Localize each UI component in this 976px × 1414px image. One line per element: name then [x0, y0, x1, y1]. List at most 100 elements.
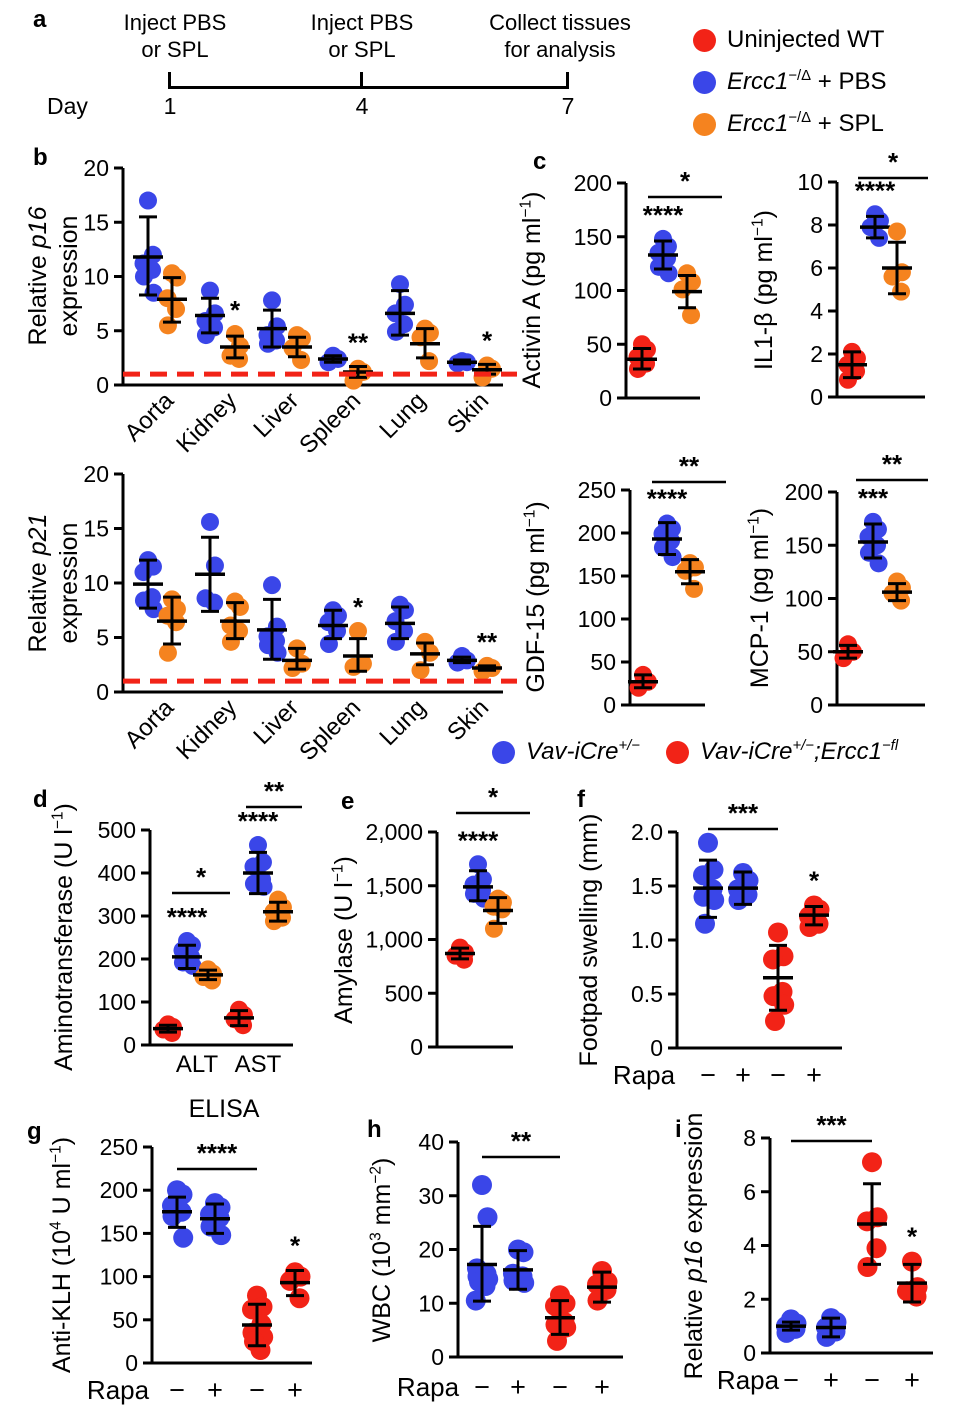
x-group-symbol: + — [735, 1060, 751, 1090]
x-category-label: Aorta — [120, 694, 180, 754]
x-category-label: Liver — [248, 694, 304, 750]
x-group-symbol: − — [474, 1372, 490, 1402]
y-axis-label: WBC (103 mm−2) — [368, 1158, 397, 1343]
data-point-red — [838, 370, 857, 389]
data-point-blue — [139, 191, 157, 210]
x-row-label: Rapa — [613, 1060, 676, 1090]
x-group-symbol: − — [249, 1375, 265, 1405]
data-point-red — [289, 1288, 310, 1309]
x-category-label: ALT — [176, 1051, 219, 1078]
x-group-symbol: − — [783, 1365, 799, 1395]
data-point-orange — [344, 657, 363, 676]
data-point-orange — [892, 282, 911, 301]
data-point-red — [862, 1152, 882, 1173]
data-point-orange — [682, 306, 701, 325]
legend-label: Uninjected WT — [727, 26, 885, 53]
y-tick-label: 100 — [574, 278, 612, 304]
y-tick-label: 1.0 — [631, 927, 663, 953]
x-category-label: Liver — [248, 387, 304, 443]
significance-stars: * — [230, 295, 241, 325]
legend-item-vav-icre: Vav-iCre+/− — [492, 738, 640, 766]
y-tick-label: 250 — [578, 477, 616, 503]
y-tick-label: 0 — [743, 1340, 756, 1366]
y-tick-label: 50 — [797, 639, 823, 665]
significance-stars: * — [809, 865, 820, 895]
x-group-symbol: − — [770, 1060, 786, 1090]
blue-dot-icon — [693, 70, 716, 94]
panel-label-h: h — [367, 1116, 382, 1143]
y-tick-label: 2,000 — [365, 819, 423, 845]
x-category-label: Aorta — [120, 387, 180, 447]
data-point-blue — [201, 512, 219, 531]
timeline-line — [168, 86, 569, 89]
y-axis-label: IL1-β (pg ml−1) — [750, 210, 779, 370]
chart-title: ELISA — [189, 1095, 260, 1123]
legend-label: Ercc1−/Δ + PBS — [727, 68, 887, 95]
y-tick-label: 15 — [83, 516, 109, 542]
significance-stars: * — [488, 782, 499, 812]
data-point-orange — [221, 632, 240, 651]
y-tick-label: 1.5 — [631, 873, 663, 899]
data-point-blue — [162, 1206, 183, 1227]
x-group-symbol: + — [904, 1365, 920, 1395]
significance-stars: ** — [679, 451, 700, 481]
y-tick-label: 100 — [100, 1264, 138, 1290]
data-point-orange — [883, 267, 902, 286]
data-point-red — [857, 1211, 877, 1232]
timeline-tick-day7 — [566, 72, 569, 87]
y-tick-label: 50 — [112, 1307, 138, 1333]
legend-vav-icre: Vav-iCre+/− Vav-iCre+/−;Ercc1−fl — [492, 738, 898, 766]
y-tick-label: 5 — [96, 625, 109, 651]
y-tick-label: 0 — [96, 372, 109, 398]
y-tick-label: 0 — [96, 679, 109, 705]
y-tick-label: 0 — [650, 1035, 663, 1061]
significance-stars: **** — [238, 806, 279, 836]
data-point-blue — [469, 855, 487, 874]
x-category-label: Spleen — [294, 387, 366, 459]
y-tick-label: 150 — [100, 1220, 138, 1246]
timeline-event-2: Inject PBS or SPL — [310, 10, 414, 62]
significance-stars: ** — [882, 449, 903, 479]
y-axis-label: GDF-15 (pg ml−1) — [522, 501, 551, 692]
significance-stars: **** — [167, 902, 208, 932]
panel-label-d: d — [33, 786, 48, 813]
data-point-blue — [477, 1207, 498, 1228]
y-tick-label: 0 — [123, 1032, 136, 1058]
panel-label-b: b — [33, 144, 48, 171]
data-point-red — [768, 922, 788, 943]
data-point-orange — [158, 643, 177, 662]
data-point-orange — [349, 621, 367, 640]
data-point-blue — [249, 836, 267, 855]
y-tick-label: 150 — [785, 532, 823, 558]
x-group-symbol: − — [864, 1365, 880, 1395]
y-axis-label: Relative p16 expression — [680, 1113, 708, 1380]
significance-stars: ** — [348, 328, 369, 358]
timeline-event-3: Collect tissues for analysis — [489, 10, 631, 62]
x-group-symbol: + — [287, 1375, 303, 1405]
data-point-blue — [205, 593, 224, 612]
y-tick-label: 5 — [96, 318, 109, 344]
x-category-label: Kidney — [171, 694, 242, 765]
data-point-red — [799, 917, 820, 938]
red-dot-icon — [693, 28, 716, 52]
y-tick-label: 200 — [100, 1177, 138, 1203]
panel-label-f: f — [577, 786, 585, 813]
y-axis-label: Aminotransferase (U l−1) — [50, 803, 79, 1071]
panel-label-c: c — [533, 148, 547, 175]
y-tick-label: 10 — [83, 264, 109, 290]
x-group-symbol: + — [806, 1060, 822, 1090]
x-category-label: Skin — [442, 387, 494, 439]
data-point-blue — [698, 832, 718, 853]
significance-stars: ** — [511, 1126, 532, 1156]
y-tick-label: 1,000 — [365, 927, 423, 953]
y-tick-label: 200 — [785, 479, 823, 505]
y-tick-label: 30 — [418, 1183, 444, 1209]
significance-stars: **** — [647, 484, 688, 514]
legend-item-ercc1-spl: Ercc1−/Δ + SPL — [693, 110, 887, 138]
significance-stars: **** — [197, 1138, 238, 1168]
data-point-blue — [472, 1175, 492, 1195]
